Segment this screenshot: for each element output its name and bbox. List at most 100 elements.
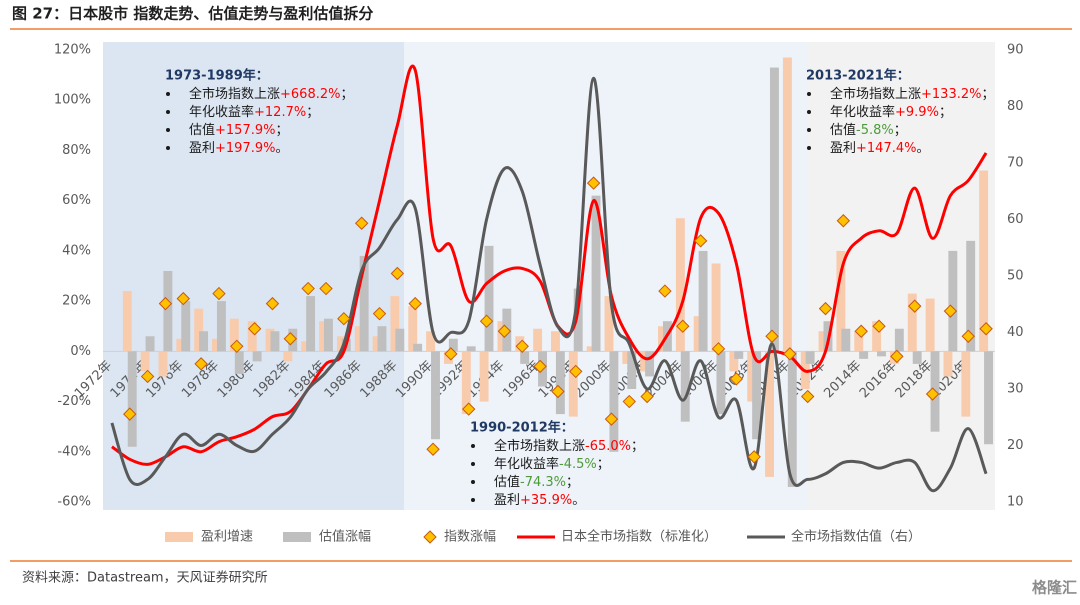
y2-tick-label: 40 (1007, 325, 1024, 340)
bar (194, 308, 204, 352)
annotation-value: +35.9% (520, 493, 572, 508)
bar (640, 351, 650, 372)
bar (568, 351, 578, 417)
marker (765, 329, 779, 343)
bar (252, 351, 262, 362)
annotation-text: 全市场指数上涨 (830, 86, 921, 102)
marker (301, 281, 315, 296)
bar (176, 338, 186, 352)
bar (212, 338, 221, 352)
bar (533, 328, 543, 352)
watermark: 格隆汇 (1032, 579, 1077, 597)
marker (818, 301, 833, 316)
marker (354, 216, 369, 230)
legend-label: 盈利增速 (201, 530, 253, 545)
bar (747, 351, 757, 402)
marker (230, 339, 244, 354)
bar (336, 336, 346, 352)
annotation-end: ； (894, 123, 907, 138)
annotation-end: 。 (572, 493, 585, 508)
marker (908, 299, 922, 313)
bar (698, 250, 708, 352)
marker (194, 357, 208, 371)
bar (163, 270, 173, 352)
marker (979, 322, 993, 336)
plot: -60% -40% -20% 0% 20% 40% 60% 80% 100% 120% 10 20 30… (54, 43, 1024, 545)
marker (390, 266, 405, 281)
annotation-end: ； (939, 105, 952, 120)
bar (448, 338, 458, 352)
bar (787, 351, 797, 487)
annotation-text: 全市场指数上涨 (494, 438, 585, 454)
y-tick-label: 40% (62, 243, 91, 258)
marker (676, 319, 690, 333)
bar (145, 336, 155, 352)
bar (431, 351, 440, 440)
bar (716, 351, 726, 415)
annotation-line: 估值+157.9%； (189, 122, 289, 138)
annotation-end: ； (597, 457, 610, 472)
marker (372, 306, 387, 321)
annotation-text: 年化收益率 (830, 104, 895, 120)
marker (729, 372, 744, 386)
bar (872, 321, 882, 352)
marker (925, 387, 940, 401)
annotation-value: +157.9% (215, 123, 275, 138)
marker (426, 442, 440, 456)
bar (854, 331, 864, 352)
annotation-value: -74.3% (520, 475, 566, 490)
bar (270, 331, 280, 352)
bar (265, 328, 275, 352)
bar (782, 57, 792, 352)
bullet (471, 480, 475, 484)
marker (836, 214, 851, 228)
bar (604, 296, 614, 352)
y-tick-label: 60% (62, 193, 91, 208)
bullet (471, 444, 475, 448)
annotation-text: 估值 (830, 122, 856, 138)
bar (479, 351, 489, 402)
annotation-end: ； (631, 439, 644, 454)
marker (961, 329, 975, 343)
bar (140, 351, 150, 372)
figure-title: 图 27：日本股市 指数走势、估值走势与盈利估值拆分 (12, 5, 373, 23)
bar (461, 351, 471, 415)
legend-label: 指数涨幅 (444, 530, 496, 545)
annotation-value: -65.0% (585, 439, 631, 454)
annotation-end: ； (275, 123, 288, 138)
bar (408, 306, 418, 352)
period-shade (404, 42, 808, 510)
bar (586, 346, 596, 352)
marker (123, 407, 137, 421)
bullet (166, 92, 170, 96)
legend-label: 全市场指数估值（右） (791, 529, 921, 545)
source-note: 资料来源：Datastream，天风证券研究所 (22, 570, 268, 586)
bar (301, 341, 311, 352)
legend-label: 估值涨幅 (319, 529, 371, 545)
y2-tick-label: 80 (1007, 99, 1024, 114)
bar (323, 318, 333, 352)
bar (894, 328, 904, 352)
bar (984, 351, 993, 445)
marker (800, 389, 815, 404)
annotation-text: 盈利 (830, 141, 856, 156)
bar (216, 301, 226, 352)
marker (586, 176, 601, 190)
bar (573, 288, 583, 352)
bullet (807, 92, 811, 96)
marker (176, 291, 190, 306)
annotation-end: 。 (275, 141, 288, 156)
bullet (807, 110, 811, 114)
y2-tick-label: 70 (1007, 156, 1024, 171)
marker (943, 304, 958, 318)
bullet (166, 110, 170, 114)
bar (609, 351, 619, 452)
bar (413, 343, 423, 352)
bar (234, 351, 244, 374)
marker (854, 324, 868, 338)
bullet (166, 146, 170, 150)
bar (645, 351, 655, 377)
bar (520, 351, 530, 364)
marker (140, 369, 155, 384)
